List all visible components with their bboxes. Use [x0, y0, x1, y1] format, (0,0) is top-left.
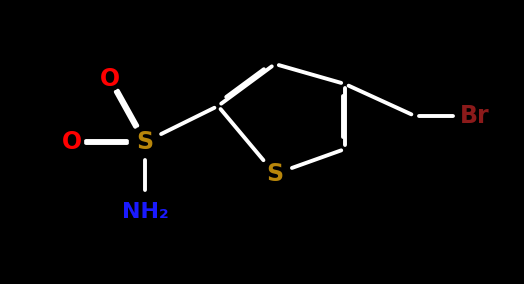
- Text: O: O: [62, 130, 82, 154]
- Text: NH₂: NH₂: [122, 202, 168, 222]
- Text: S: S: [136, 130, 154, 154]
- Text: S: S: [266, 162, 283, 186]
- Text: Br: Br: [460, 104, 490, 128]
- Text: O: O: [100, 67, 120, 91]
